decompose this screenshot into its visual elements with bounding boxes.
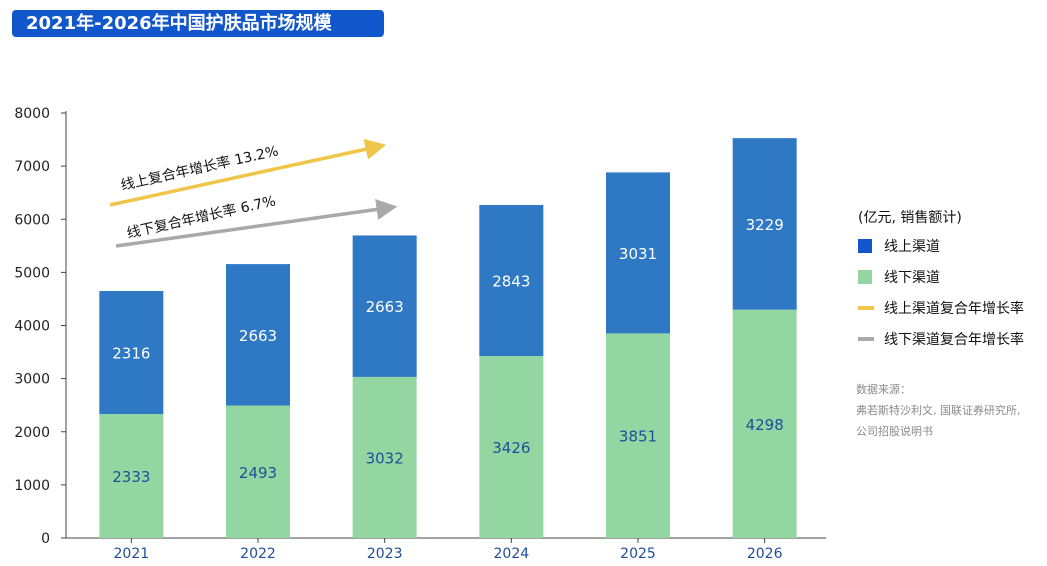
bar-online bbox=[479, 204, 544, 356]
legend-swatch-online-cagr bbox=[858, 305, 874, 310]
legend-label-offline: 线下渠道 bbox=[884, 269, 940, 286]
growth-annotations: 线上复合年增长率 13.2%线下复合年增长率 6.7% bbox=[109, 138, 398, 248]
legend-swatch-offline bbox=[858, 269, 872, 284]
bar-offline bbox=[226, 405, 290, 538]
y-axis: 0 1000 2000 3000 4000 5000 6000 7000 8000 bbox=[14, 106, 67, 547]
source-line: 公司招股说明书 bbox=[856, 425, 933, 438]
data-label-offline: 3851 bbox=[619, 428, 657, 446]
bar-group: 3426 2843 bbox=[479, 204, 544, 538]
legend-item-online-cagr: 线上渠道复合年增长率 bbox=[858, 292, 1043, 323]
y-tick-label: 2000 bbox=[14, 425, 50, 441]
legend-label-offline-cagr: 线下渠道复合年增长率 bbox=[884, 331, 1024, 348]
bar-group: 3851 3031 bbox=[606, 172, 670, 538]
y-tick-label: 1000 bbox=[14, 478, 50, 494]
x-tick-label: 2021 bbox=[114, 546, 150, 562]
legend-swatch-online bbox=[858, 238, 872, 253]
bar-group: 3032 2663 bbox=[352, 235, 417, 538]
x-tick-label: 2025 bbox=[620, 546, 656, 562]
x-axis: 2021 2022 2023 2024 2025 2026 bbox=[66, 537, 826, 562]
data-label-online: 2663 bbox=[239, 327, 277, 345]
legend-label-online-cagr: 线上渠道复合年增长率 bbox=[884, 300, 1024, 317]
legend: (亿元, 销售额计) 线上渠道 线下渠道 线上渠道复合年增长率 线下渠道复合年增… bbox=[858, 206, 1043, 354]
data-source: 数据来源： 弗若斯特沙利文, 国联证券研究所, 公司招股说明书 bbox=[856, 379, 1042, 442]
bar-group: 4298 3229 bbox=[732, 138, 797, 538]
bar-offline bbox=[99, 414, 164, 538]
data-label-offline: 4298 bbox=[746, 416, 784, 434]
x-tick-label: 2023 bbox=[367, 546, 403, 562]
y-tick-label: 4000 bbox=[14, 319, 50, 335]
data-label-online: 2843 bbox=[492, 272, 530, 290]
bar-offline bbox=[606, 333, 670, 538]
data-label-offline: 3426 bbox=[492, 439, 530, 457]
bar-online bbox=[352, 235, 417, 377]
x-tick-label: 2024 bbox=[494, 546, 530, 562]
bars: 2333 2316 2493 2663 3032 2663 3426 2843 3851 3031… bbox=[99, 138, 797, 538]
legend-unit-label: (亿元, 销售额计) bbox=[858, 210, 962, 226]
bar-group: 2493 2663 bbox=[226, 264, 290, 538]
bar-offline bbox=[732, 309, 797, 538]
bar-offline bbox=[352, 376, 417, 538]
y-tick-label: 8000 bbox=[14, 106, 50, 122]
bar-online bbox=[99, 291, 164, 415]
y-tick-label: 7000 bbox=[14, 159, 50, 175]
x-tick-label: 2026 bbox=[747, 546, 783, 562]
chart-title: 2021年-2026年中国护肤品市场规模 bbox=[12, 10, 384, 37]
legend-label-online: 线上渠道 bbox=[884, 238, 940, 255]
bar-group: 2333 2316 bbox=[99, 291, 164, 538]
x-tick-label: 2022 bbox=[240, 546, 276, 562]
legend-item-offline: 线下渠道 bbox=[858, 261, 1043, 292]
data-label-online: 2663 bbox=[366, 298, 404, 316]
y-tick-label: 6000 bbox=[14, 212, 50, 228]
source-line: 数据来源： bbox=[856, 383, 911, 396]
bar-online bbox=[732, 138, 797, 310]
y-tick-label: 3000 bbox=[14, 372, 50, 388]
data-label-online: 3031 bbox=[619, 245, 657, 263]
data-label-offline: 3032 bbox=[366, 449, 404, 467]
source-line: 弗若斯特沙利文, 国联证券研究所, bbox=[856, 404, 1021, 417]
y-tick-label: 5000 bbox=[14, 265, 50, 281]
bar-offline bbox=[479, 355, 544, 538]
cagr-arrow-online bbox=[109, 138, 387, 207]
data-label-online: 2316 bbox=[112, 345, 150, 363]
data-label-online: 3229 bbox=[746, 216, 784, 234]
legend-item-online: 线上渠道 bbox=[858, 230, 1043, 261]
cagr-arrow-offline bbox=[115, 199, 398, 248]
y-tick-label: 0 bbox=[41, 531, 50, 547]
legend-swatch-offline-cagr bbox=[858, 336, 874, 341]
bar-online bbox=[226, 264, 290, 406]
legend-item-offline-cagr: 线下渠道复合年增长率 bbox=[858, 323, 1043, 354]
data-label-offline: 2493 bbox=[239, 464, 277, 482]
bar-online bbox=[606, 172, 670, 334]
data-label-offline: 2333 bbox=[112, 468, 150, 486]
